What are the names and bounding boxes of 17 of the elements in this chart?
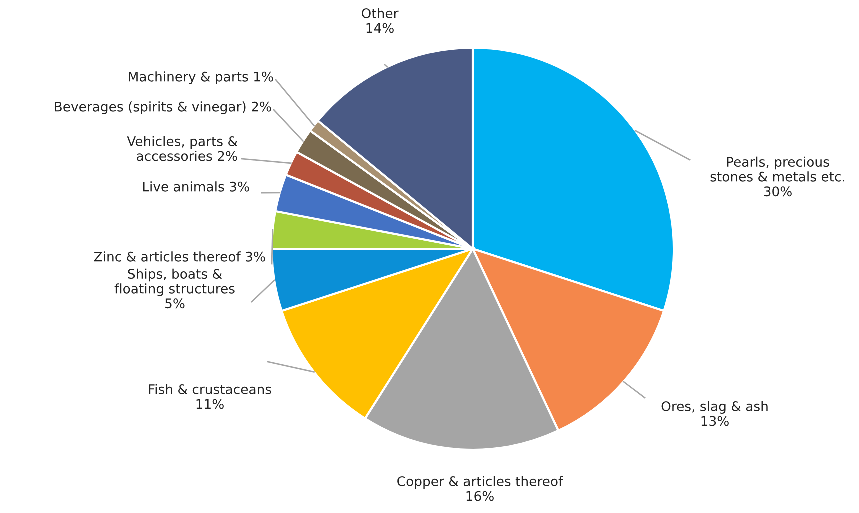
slice-label: Beverages (spirits & vinegar) 2% [55, 102, 272, 114]
data-label: 11% [196, 399, 224, 410]
slice-label: Other [362, 8, 399, 18]
slice-label: Pearls, precious stones & metals etc. [710, 156, 845, 182]
slice-label: Vehicles, parts & accessories 2% [127, 136, 238, 162]
data-label: 14% [366, 23, 394, 34]
data-label: 5% [166, 298, 185, 309]
data-label: 13% [702, 416, 729, 426]
data-label: 30% [764, 186, 792, 197]
slice-label: Ships, boats & floating structures [114, 268, 235, 296]
slice-label: Copper & articles thereof [398, 476, 564, 489]
slice-label: Fish & crustaceans [149, 384, 272, 394]
slice-label: Live animals 3% [143, 182, 250, 192]
slice-label: Machinery & parts 1% [129, 72, 274, 84]
slice-label: Zinc & articles thereof 3% [94, 252, 266, 262]
data-label: 16% [466, 491, 494, 502]
slice-label: Ores, slag & ash [662, 401, 768, 414]
